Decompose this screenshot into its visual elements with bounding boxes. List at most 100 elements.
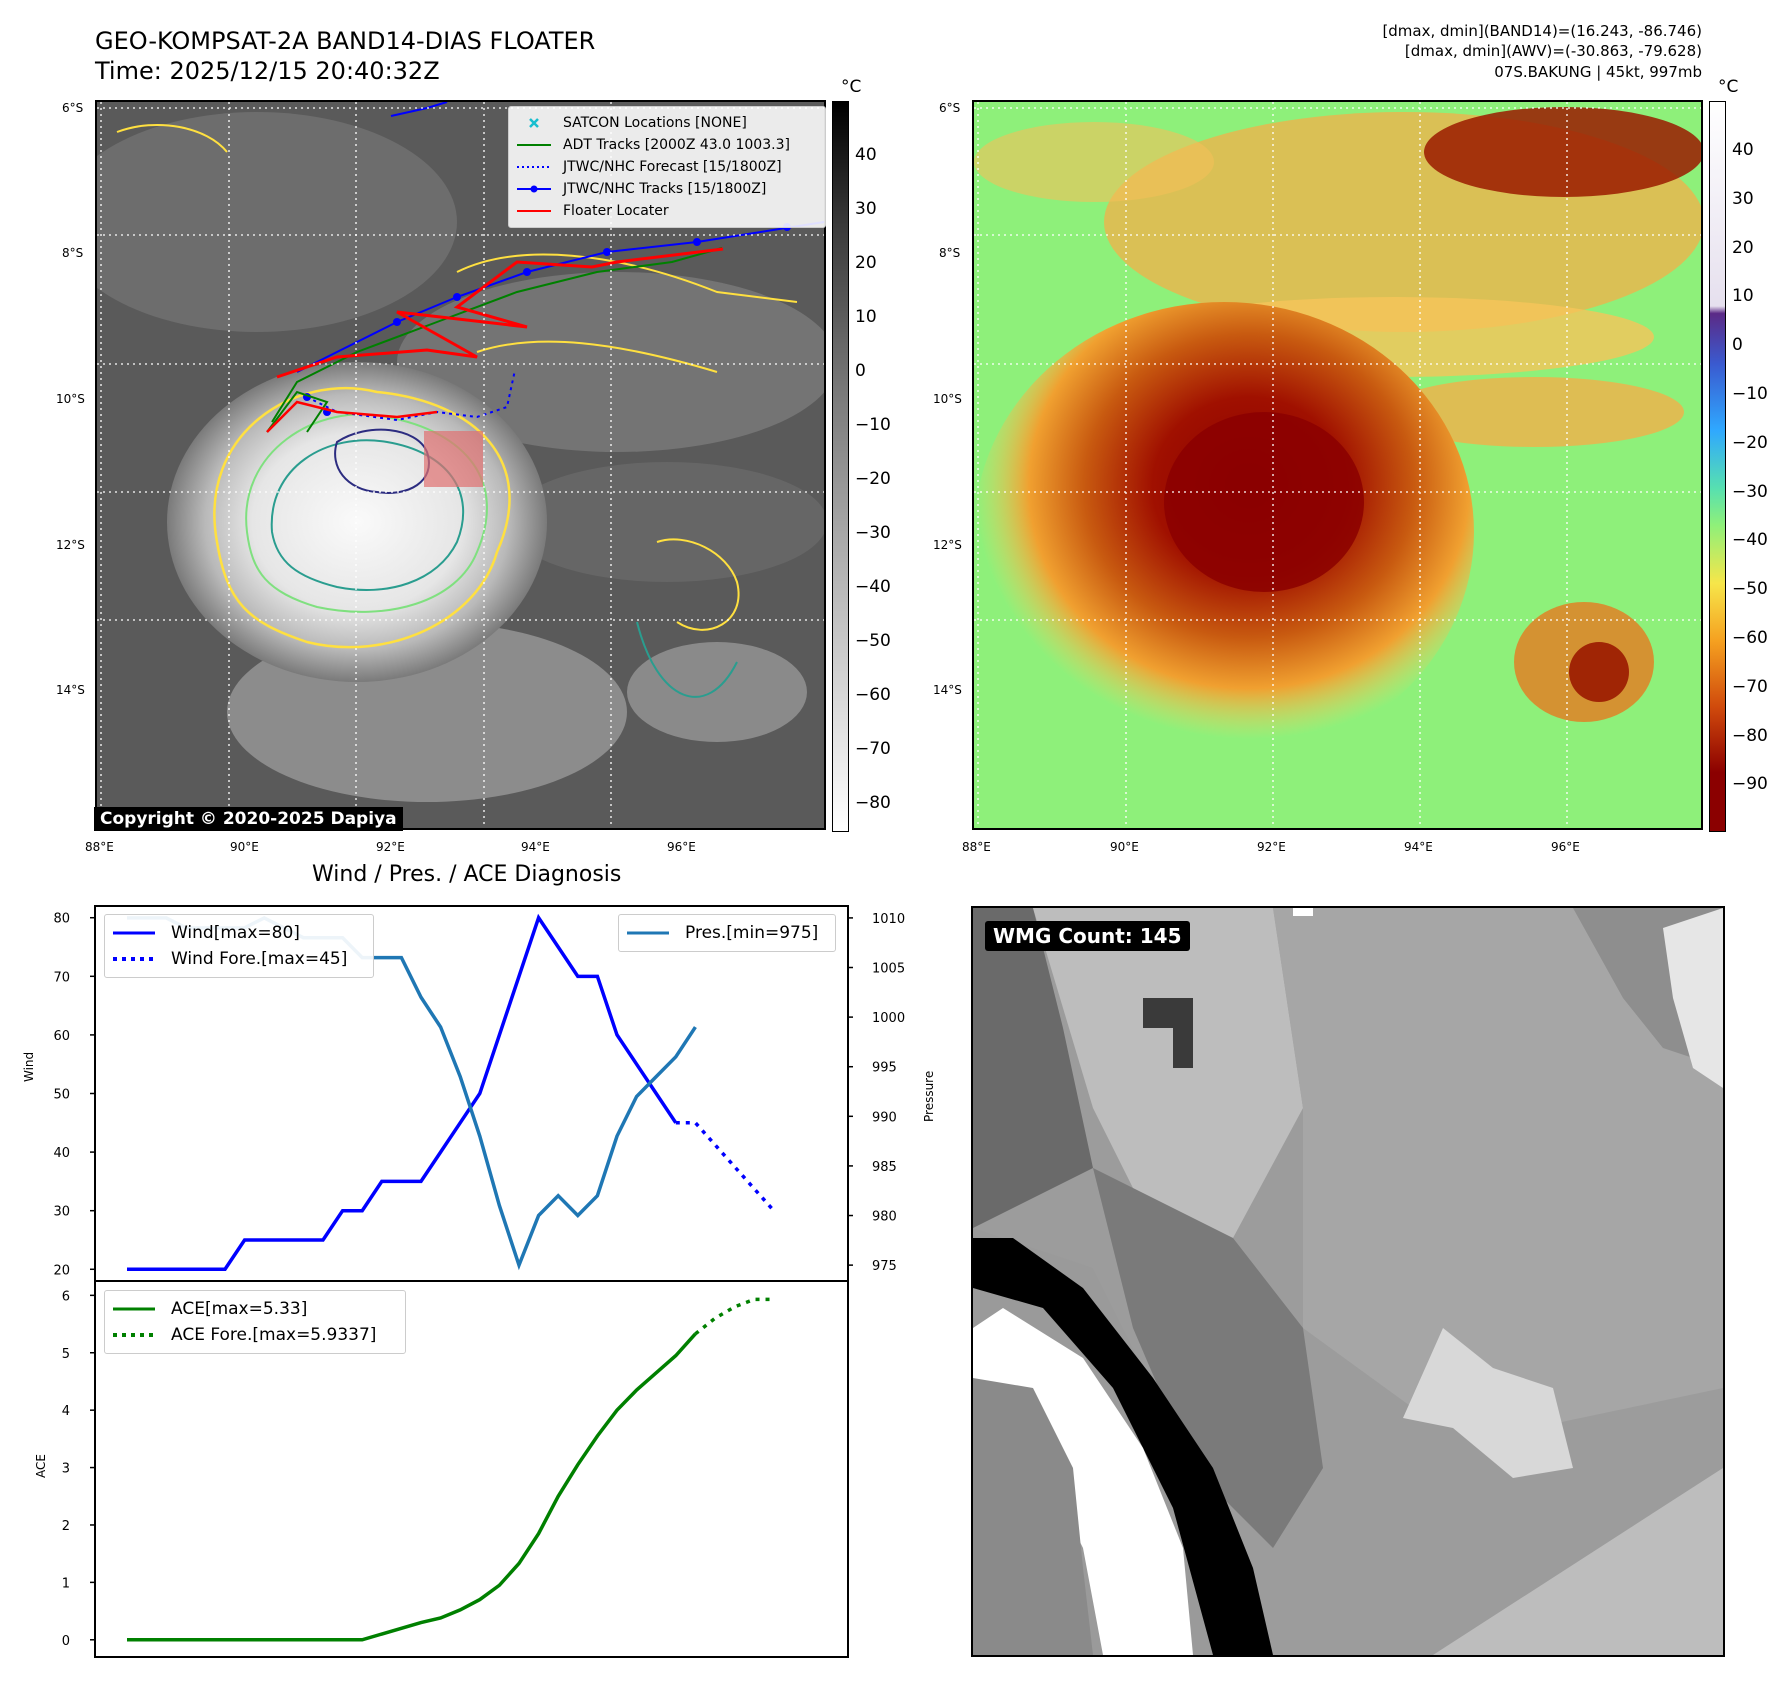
lat-label: 14°S bbox=[56, 683, 85, 697]
pressure-tick-label: 975 bbox=[872, 1259, 897, 1274]
copyright-label: Copyright © 2020-2025 Dapiya bbox=[94, 807, 403, 831]
lat-label: 6°S bbox=[62, 101, 84, 115]
ace-tick-label: 1 bbox=[62, 1576, 70, 1591]
solid-line-icon bbox=[627, 931, 669, 935]
ace-tick-label: 3 bbox=[62, 1462, 70, 1477]
legend-label-ace: ACE[max=5.33] bbox=[171, 1299, 308, 1319]
wind-legend: Wind[max=80] Wind Fore.[max=45] bbox=[104, 914, 374, 978]
awv-colorbar-tick: −20 bbox=[1732, 432, 1768, 453]
awv-map-gridlines bbox=[974, 102, 1701, 828]
diagnosis-title: Wind / Pres. / ACE Diagnosis bbox=[312, 862, 622, 887]
ir-map-legend: SATCON Locations [NONE] ADT Tracks [2000… bbox=[508, 106, 826, 228]
pressure-tick-label: 985 bbox=[872, 1160, 897, 1175]
ir-colorbar-tick: −40 bbox=[855, 577, 891, 597]
pressure-tick-label: 995 bbox=[872, 1061, 897, 1076]
ir-map-image bbox=[97, 102, 824, 828]
awv-colorbar-tick: −70 bbox=[1732, 676, 1768, 697]
legend-item-ace: ACE[max=5.33] bbox=[113, 1299, 307, 1319]
awv-colorbar-tick: −50 bbox=[1732, 579, 1768, 600]
lon-label: 92°E bbox=[1257, 840, 1286, 854]
legend-label-pres: Pres.[min=975] bbox=[685, 923, 819, 943]
wind-tick-label: 40 bbox=[53, 1146, 70, 1161]
awv-colorbar-unit: °C bbox=[1718, 77, 1739, 97]
ir-satellite-map bbox=[95, 100, 826, 830]
solid-line-icon bbox=[113, 1307, 155, 1311]
ace-tick-label: 4 bbox=[62, 1404, 70, 1419]
awv-colorbar-tick: 20 bbox=[1732, 237, 1754, 258]
ace-tick-label: 6 bbox=[62, 1289, 70, 1304]
awv-colorbar-tick: −90 bbox=[1732, 774, 1768, 795]
solid-line-icon bbox=[517, 144, 551, 146]
ir-colorbar-tick: −30 bbox=[855, 523, 891, 543]
lat-label: 8°S bbox=[62, 246, 84, 260]
band14-range-text: [dmax, dmin](BAND14)=(16.243, -86.746) bbox=[1382, 22, 1702, 40]
ace-tick-label: 2 bbox=[62, 1519, 70, 1534]
wind-tick-label: 20 bbox=[53, 1263, 70, 1278]
wmg-panel bbox=[971, 906, 1725, 1657]
wind-tick-label: 50 bbox=[53, 1088, 70, 1103]
legend-item-tracks: JTWC/NHC Tracks [15/1800Z] bbox=[517, 179, 766, 199]
line-dot-icon bbox=[517, 185, 551, 193]
legend-label-tracks: JTWC/NHC Tracks [15/1800Z] bbox=[563, 181, 767, 197]
pressure-tick-label: 1000 bbox=[872, 1011, 905, 1026]
awv-satellite-map bbox=[972, 100, 1703, 830]
ace-series-line bbox=[127, 1332, 697, 1642]
ir-colorbar-tick: 10 bbox=[855, 307, 877, 327]
ace-forecast-line bbox=[694, 1297, 774, 1336]
ir-colorbar-tick: −70 bbox=[855, 739, 891, 759]
wind-tick-label: 70 bbox=[53, 970, 70, 985]
floater-box bbox=[424, 431, 483, 487]
floater-locater-line bbox=[276, 247, 724, 379]
awv-colorbar-tick: −80 bbox=[1732, 725, 1768, 746]
ir-colorbar-tick: −50 bbox=[855, 631, 891, 651]
lat-label: 12°S bbox=[56, 538, 85, 552]
ace-legend: ACE[max=5.33] ACE Fore.[max=5.9337] bbox=[104, 1290, 406, 1354]
legend-item-wind: Wind[max=80] bbox=[113, 923, 300, 943]
legend-label-forecast: JTWC/NHC Forecast [15/1800Z] bbox=[563, 159, 782, 175]
legend-label-satcon: SATCON Locations [NONE] bbox=[563, 115, 747, 131]
legend-item-wind-fore: Wind Fore.[max=45] bbox=[113, 949, 347, 969]
x-marker-icon bbox=[529, 118, 539, 128]
lon-label: 90°E bbox=[230, 840, 259, 854]
wind-forecast-line bbox=[675, 1121, 776, 1212]
lon-label: 92°E bbox=[376, 840, 405, 854]
pressure-tick-label: 980 bbox=[872, 1210, 897, 1225]
ace-tick-label: 0 bbox=[62, 1634, 70, 1649]
lat-label: 10°S bbox=[933, 392, 962, 406]
ir-colorbar-unit: °C bbox=[841, 77, 862, 97]
lon-label: 96°E bbox=[1551, 840, 1580, 854]
ir-colorbar bbox=[832, 101, 849, 832]
dotted-line-icon bbox=[517, 166, 551, 168]
ir-colorbar-tick: −80 bbox=[855, 793, 891, 813]
lon-label: 94°E bbox=[1404, 840, 1433, 854]
storm-info-text: 07S.BAKUNG | 45kt, 997mb bbox=[1494, 63, 1702, 81]
adt-track-line bbox=[271, 247, 723, 423]
ir-colorbar-tick: 30 bbox=[855, 199, 877, 219]
pressure-tick-label: 990 bbox=[872, 1110, 897, 1125]
lat-label: 8°S bbox=[939, 246, 961, 260]
awv-colorbar-tick: −60 bbox=[1732, 628, 1768, 648]
awv-colorbar-tick: 40 bbox=[1732, 140, 1754, 160]
lon-label: 96°E bbox=[667, 840, 696, 854]
legend-item-pres: Pres.[min=975] bbox=[627, 923, 818, 943]
ace-tick-label: 5 bbox=[62, 1347, 70, 1362]
lon-label: 94°E bbox=[521, 840, 550, 854]
lat-label: 12°S bbox=[933, 538, 962, 552]
ir-colorbar-tick: −10 bbox=[855, 415, 891, 435]
legend-label-ace-fore: ACE Fore.[max=5.9337] bbox=[171, 1325, 377, 1345]
wind-tick-label: 60 bbox=[53, 1029, 70, 1044]
ir-colorbar-tick: −60 bbox=[855, 685, 891, 705]
dotted-line-icon bbox=[113, 1333, 155, 1337]
lon-label: 88°E bbox=[962, 840, 991, 854]
lat-label: 6°S bbox=[939, 101, 961, 115]
dotted-line-icon bbox=[113, 957, 155, 961]
legend-label-wind-fore: Wind Fore.[max=45] bbox=[171, 949, 348, 969]
lat-label: 10°S bbox=[56, 392, 85, 406]
legend-label-adt: ADT Tracks [2000Z 43.0 1003.3] bbox=[563, 137, 790, 153]
wind-tick-label: 80 bbox=[53, 912, 70, 927]
pressure-tick-label: 1005 bbox=[872, 962, 905, 977]
wmg-count-badge: WMG Count: 145 bbox=[985, 921, 1190, 951]
ir-colorbar-tick: 0 bbox=[855, 361, 866, 381]
awv-range-text: [dmax, dmin](AWV)=(-30.863, -79.628) bbox=[1404, 42, 1702, 60]
